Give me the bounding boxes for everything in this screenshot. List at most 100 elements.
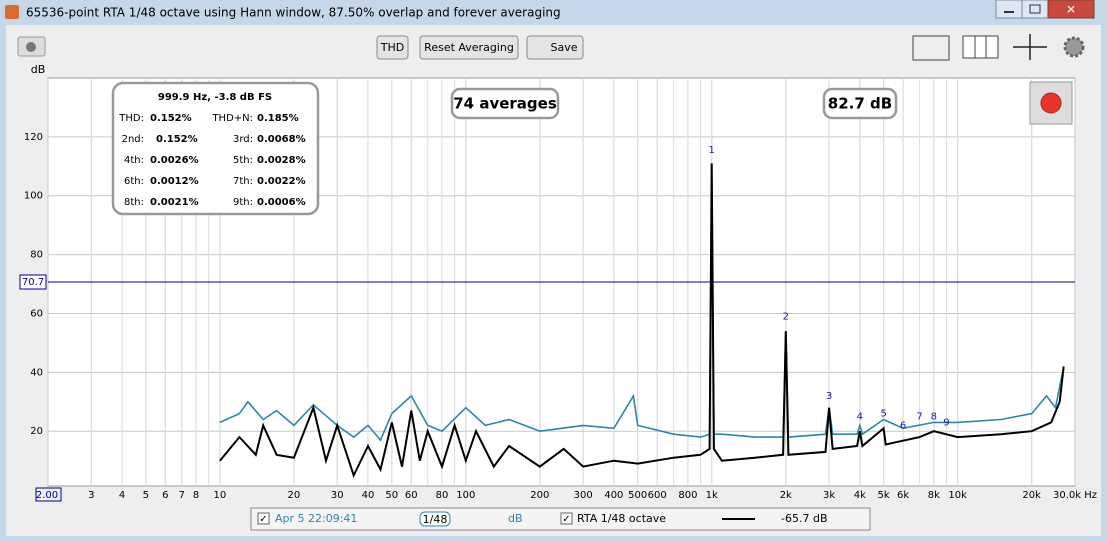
x-tick-label: 2.00 bbox=[36, 490, 58, 501]
averages-box bbox=[450, 87, 560, 120]
x-tick-label: 5k bbox=[878, 490, 890, 501]
thd-value: 0.185% bbox=[257, 113, 299, 124]
x-tick-label: 4 bbox=[119, 490, 125, 501]
x-tick-label: 500 bbox=[628, 490, 647, 501]
reference-label-box bbox=[19, 274, 47, 290]
y-tick-label: 100 bbox=[24, 191, 43, 202]
thd-label: 7th: bbox=[233, 176, 253, 187]
toolbar-button[interactable] bbox=[419, 35, 519, 60]
legend-checkbox[interactable] bbox=[257, 512, 270, 525]
settings-icon[interactable] bbox=[1063, 36, 1085, 58]
x-tick-label: 6 bbox=[162, 490, 168, 501]
toolbar-button[interactable] bbox=[376, 35, 409, 60]
y-tick-label: 60 bbox=[30, 308, 43, 319]
x-tick-label: 600 bbox=[648, 490, 667, 501]
x-tick-label: 50 bbox=[385, 490, 398, 501]
y-tick-label: 20 bbox=[30, 426, 43, 437]
thd-label: 6th: bbox=[124, 176, 144, 187]
y-tick-label: 40 bbox=[30, 367, 43, 378]
thd-label: 4th: bbox=[124, 155, 144, 166]
thd-label: 3rd: bbox=[233, 134, 253, 145]
harmonic-label: 2 bbox=[783, 311, 789, 322]
x-tick-label: 1k bbox=[706, 490, 718, 501]
minimize-button[interactable] bbox=[995, 0, 1023, 19]
legend-checkbox[interactable] bbox=[560, 512, 573, 525]
scale-box[interactable] bbox=[419, 511, 451, 527]
x-tick-label: 2k bbox=[780, 490, 792, 501]
x-tick-label: 6k bbox=[897, 490, 909, 501]
averages-text: 74 averages bbox=[453, 95, 557, 113]
maximize-button[interactable] bbox=[1021, 0, 1049, 19]
x-tick-label: 20 bbox=[288, 490, 301, 501]
harmonic-label: 9 bbox=[943, 417, 949, 428]
thd-label: THD: bbox=[118, 113, 144, 124]
x-tick-label: 30.0k Hz bbox=[1053, 490, 1097, 501]
harmonic-label: 6 bbox=[900, 420, 906, 431]
level-box bbox=[822, 87, 898, 120]
y-tick-label: 120 bbox=[24, 132, 43, 143]
x-min-box bbox=[35, 487, 62, 502]
toolbar-button[interactable] bbox=[526, 35, 584, 60]
grid-icon[interactable] bbox=[962, 35, 999, 59]
thd-label: 5th: bbox=[233, 155, 253, 166]
y-tick-label: 80 bbox=[30, 250, 43, 261]
camera-icon bbox=[26, 42, 36, 52]
toolbar-button-label: THD bbox=[380, 41, 404, 54]
window-title: 65536-point RTA 1/48 octave using Hann w… bbox=[26, 6, 561, 20]
x-tick-label: 400 bbox=[604, 490, 623, 501]
x-tick-label: 3 bbox=[88, 490, 94, 501]
toolbar-button-label: Reset Averaging bbox=[424, 41, 514, 54]
thd-value: 0.0026% bbox=[150, 155, 199, 166]
x-tick-label: 20k bbox=[1022, 490, 1041, 501]
x-tick-label: 8k bbox=[928, 490, 940, 501]
x-tick-label: 4k bbox=[854, 490, 866, 501]
y-axis-label: dB bbox=[31, 63, 46, 76]
close-button[interactable] bbox=[1047, 0, 1095, 19]
thd-label: THD+N: bbox=[211, 113, 253, 124]
x-tick-label: 100 bbox=[456, 490, 475, 501]
thd-value: 0.0022% bbox=[257, 176, 306, 187]
x-tick-label: 300 bbox=[574, 490, 593, 501]
harmonic-label: 5 bbox=[880, 409, 886, 420]
scale-text: 1/48 bbox=[423, 513, 448, 526]
reading-text: -65.7 dB bbox=[781, 512, 828, 525]
unit-text: dB bbox=[508, 512, 523, 525]
thd-header: 999.9 Hz, -3.8 dB FS bbox=[158, 92, 272, 103]
harmonic-label: 1 bbox=[709, 145, 715, 156]
thd-label: 9th: bbox=[233, 197, 253, 208]
harmonic-label: 8 bbox=[931, 412, 937, 423]
thd-value: 0.0012% bbox=[150, 176, 199, 187]
reference-label: 70.7 bbox=[22, 277, 44, 288]
x-tick-label: 3k bbox=[823, 490, 835, 501]
x-tick-label: 40 bbox=[362, 490, 375, 501]
thd-label: 8th: bbox=[124, 197, 144, 208]
app-icon bbox=[5, 5, 19, 19]
thd-value: 0.0068% bbox=[257, 134, 306, 145]
x-tick-label: 30 bbox=[331, 490, 344, 501]
series-line bbox=[219, 163, 1065, 442]
record-icon bbox=[1040, 92, 1062, 114]
x-tick-label: 5 bbox=[143, 490, 149, 501]
thd-value: 0.152% bbox=[150, 113, 192, 124]
x-tick-label: 60 bbox=[405, 490, 418, 501]
legend-check: ✓ bbox=[259, 514, 267, 525]
legend-check: ✓ bbox=[562, 514, 570, 525]
toolbar-button-label: Save bbox=[550, 41, 577, 54]
legend-label: Apr 5 22:09:41 bbox=[275, 512, 357, 525]
close-icon: ✕ bbox=[1066, 3, 1076, 17]
x-tick-label: 8 bbox=[193, 490, 199, 501]
harmonic-label: 4 bbox=[857, 412, 863, 423]
thd-value: 0.0028% bbox=[257, 155, 306, 166]
series-line bbox=[219, 163, 1065, 479]
legend-label: RTA 1/48 octave bbox=[577, 512, 666, 525]
x-tick-label: 10 bbox=[214, 490, 227, 501]
thd-value: 0.0021% bbox=[150, 197, 199, 208]
thd-label: 2nd: bbox=[122, 134, 144, 145]
x-tick-label: 10k bbox=[948, 490, 967, 501]
zoom-y-icon[interactable] bbox=[912, 35, 950, 61]
harmonic-label: 3 bbox=[826, 391, 832, 402]
x-tick-label: 200 bbox=[530, 490, 549, 501]
thd-value: 0.152% bbox=[156, 134, 198, 145]
